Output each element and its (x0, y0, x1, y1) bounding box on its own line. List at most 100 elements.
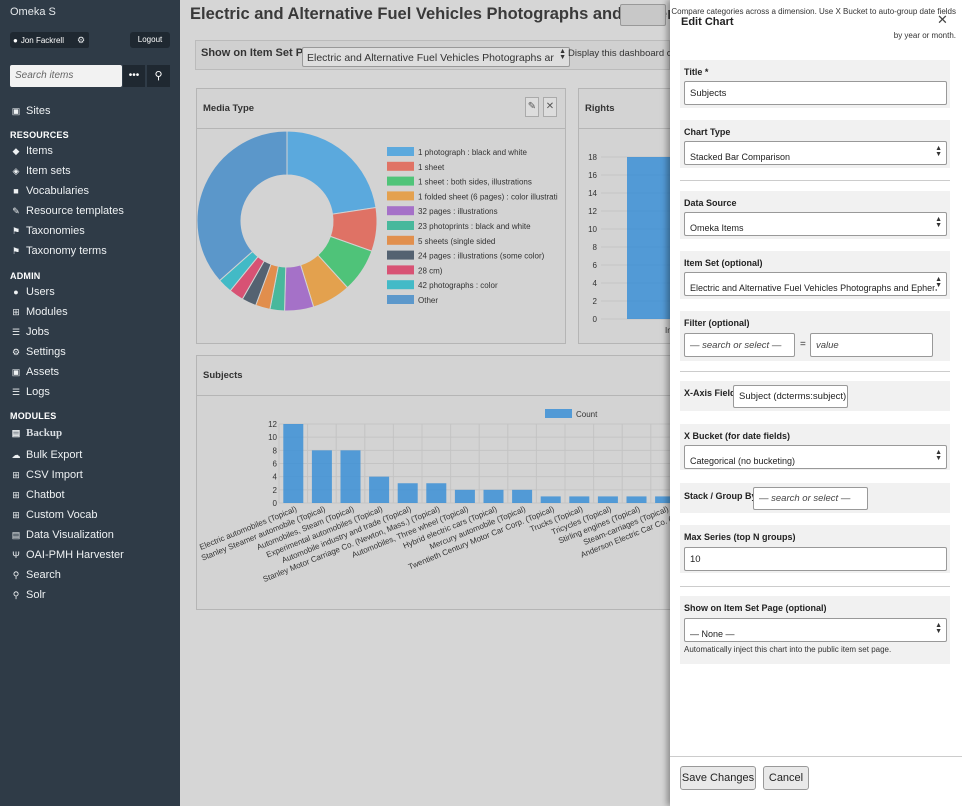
nav-assets[interactable]: ▣ Assets (10, 366, 59, 378)
nav-backup[interactable]: ▤ Backup (10, 427, 62, 439)
bar[interactable] (426, 483, 447, 503)
modules-heading: MODULES (10, 411, 57, 421)
field-label: Title * (684, 67, 709, 77)
bar[interactable] (626, 496, 647, 503)
item-set-select[interactable]: Electric and Alternative Fuel Vehicles P… (684, 272, 947, 296)
nav-resource-templates[interactable]: ✎ Resource templates (10, 205, 124, 217)
nav-jobs[interactable]: ☰ Jobs (10, 326, 49, 338)
nav-data-visualization[interactable]: ▤ Data Visualization (10, 529, 114, 541)
nav-users[interactable]: ● Users (10, 286, 54, 298)
plus-square-icon: ⊞ (12, 489, 20, 500)
header-action-button[interactable] (620, 4, 666, 26)
user-name: Jon Fackrell (20, 35, 64, 45)
app-title[interactable]: Omeka S (10, 6, 56, 18)
search-input[interactable]: Search items (10, 65, 122, 87)
nav-taxonomy-terms[interactable]: ⚑ Taxonomy terms (10, 245, 107, 257)
close-icon[interactable]: ✕ (937, 12, 948, 27)
x-axis-field: X-Axis Field Subject (dcterms:subject) (680, 381, 950, 411)
y-tick-label: 0 (273, 499, 278, 508)
bar[interactable] (483, 489, 504, 503)
bar[interactable] (540, 496, 561, 503)
bar[interactable] (569, 496, 590, 503)
nav-taxonomies[interactable]: ⚑ Taxonomies (10, 225, 85, 237)
chevron-updown-icon: ▲ ▼ (935, 145, 942, 158)
nav-settings[interactable]: ⚙ Settings (10, 346, 66, 358)
search-icon[interactable]: ⚲ (147, 65, 170, 87)
save-changes-button[interactable]: Save Changes (680, 766, 756, 790)
bar[interactable] (597, 496, 618, 503)
tag-icon: ⚑ (11, 245, 21, 256)
list-icon: ☰ (11, 386, 21, 397)
y-tick-label: 2 (273, 486, 278, 495)
data-source-select[interactable]: Omeka Items ▲ ▼ (684, 212, 947, 236)
stack-group-input[interactable]: — search or select — (753, 487, 868, 510)
user-settings-icon[interactable]: ⚙ (73, 32, 89, 48)
nav-solr[interactable]: ⚲ Solr (10, 589, 46, 601)
nav-logs[interactable]: ☰ Logs (10, 386, 50, 398)
show-on-item-set-label: Show on Item Set Page (201, 47, 323, 59)
chevron-updown-icon: ▲ ▼ (935, 276, 942, 289)
nav-item-sets[interactable]: ◈ Item sets (10, 165, 71, 177)
panel-title: Subjects (197, 356, 670, 396)
logout-button[interactable]: Logout (130, 32, 170, 48)
filter-value-input[interactable]: value (810, 333, 933, 357)
search-options-button[interactable]: ••• (123, 65, 145, 87)
legend-swatch (387, 295, 414, 304)
plus-square-icon: ⊞ (12, 509, 20, 520)
rights-panel: Rights 18 16 14 12 10 8 6 4 2 0 In (578, 88, 670, 344)
nav-label: Taxonomy terms (26, 245, 107, 257)
nav-sites[interactable]: ▣ Sites (10, 105, 51, 117)
nav-label: OAI-PMH Harvester (26, 549, 124, 561)
bar[interactable] (655, 496, 670, 503)
user-button[interactable]: ● Jon Fackrell (10, 32, 88, 48)
legend-swatch (387, 147, 414, 156)
drawer-title: Edit Chart (681, 16, 734, 28)
divider (670, 756, 962, 757)
bar[interactable] (454, 489, 475, 503)
bar[interactable] (397, 483, 418, 503)
bar[interactable] (311, 450, 332, 503)
show-on-item-set-select[interactable]: Electric and Alternative Fuel Vehicles P… (302, 47, 570, 67)
x-axis-input[interactable]: Subject (dcterms:subject) (733, 385, 848, 408)
y-tick-label: 12 (268, 420, 277, 429)
nav-label: Resource templates (26, 205, 124, 217)
chart-type-select[interactable]: Stacked Bar Comparison ▲ ▼ (684, 141, 947, 165)
x-bucket-field: X Bucket (for date fields) Categorical (… (680, 424, 950, 470)
nav-csv-import[interactable]: ⊞ CSV Import (10, 469, 83, 481)
show-on-item-set-select[interactable]: — None — ▲ ▼ (684, 618, 947, 642)
main-content: Electric and Alternative Fuel Vehicles P… (180, 0, 670, 806)
nav-chatbot[interactable]: ⊞ Chatbot (10, 489, 64, 501)
filter-field: Filter (optional) — search or select — =… (680, 311, 950, 361)
nav-custom-vocab[interactable]: ⊞ Custom Vocab (10, 509, 98, 521)
edit-icon: ✎ (12, 205, 20, 216)
nav-modules[interactable]: ⊞ Modules (10, 306, 67, 318)
bar[interactable] (512, 489, 533, 503)
bar[interactable] (627, 157, 670, 319)
title-input[interactable]: Subjects (684, 81, 947, 105)
cancel-button[interactable]: Cancel (763, 766, 809, 790)
pie-slice[interactable] (197, 130, 288, 282)
legend-label: 32 pages : illustrations (418, 207, 498, 216)
subjects-panel: Subjects 12 10 8 6 4 2 0 Electric automobiles (… (196, 355, 670, 610)
nav-bulk-export[interactable]: ☁ Bulk Export (10, 449, 83, 461)
legend-swatch (387, 176, 414, 186)
edit-icon[interactable]: ✎ (525, 97, 539, 117)
chevron-updown-icon: ▲ ▼ (935, 622, 942, 635)
x-bucket-select[interactable]: Categorical (no bucketing) ▲ ▼ (684, 445, 947, 469)
nav-vocabularies[interactable]: ■ Vocabularies (10, 185, 89, 197)
filter-field-input[interactable]: — search or select — (684, 333, 795, 357)
nav-search[interactable]: ⚲ Search (10, 569, 61, 581)
cube-icon: ◆ (12, 145, 20, 156)
max-series-input[interactable]: 10 (684, 547, 947, 571)
close-icon[interactable]: ✕ (543, 97, 557, 117)
monitor-icon: ▣ (11, 105, 21, 116)
nav-oai-pmh-harvester[interactable]: Ψ OAI-PMH Harvester (10, 549, 124, 561)
nav-items[interactable]: ◆ Items (10, 145, 53, 157)
media-type-chart: 1 photograph : black and white 1 sheet 1 s… (197, 130, 558, 312)
legend-label: 1 photograph : black and white (418, 148, 528, 157)
bar[interactable] (369, 476, 390, 503)
nav-label: Custom Vocab (26, 509, 98, 521)
pie-slice[interactable] (286, 130, 377, 215)
bar[interactable] (340, 450, 361, 503)
bar[interactable] (283, 424, 304, 503)
